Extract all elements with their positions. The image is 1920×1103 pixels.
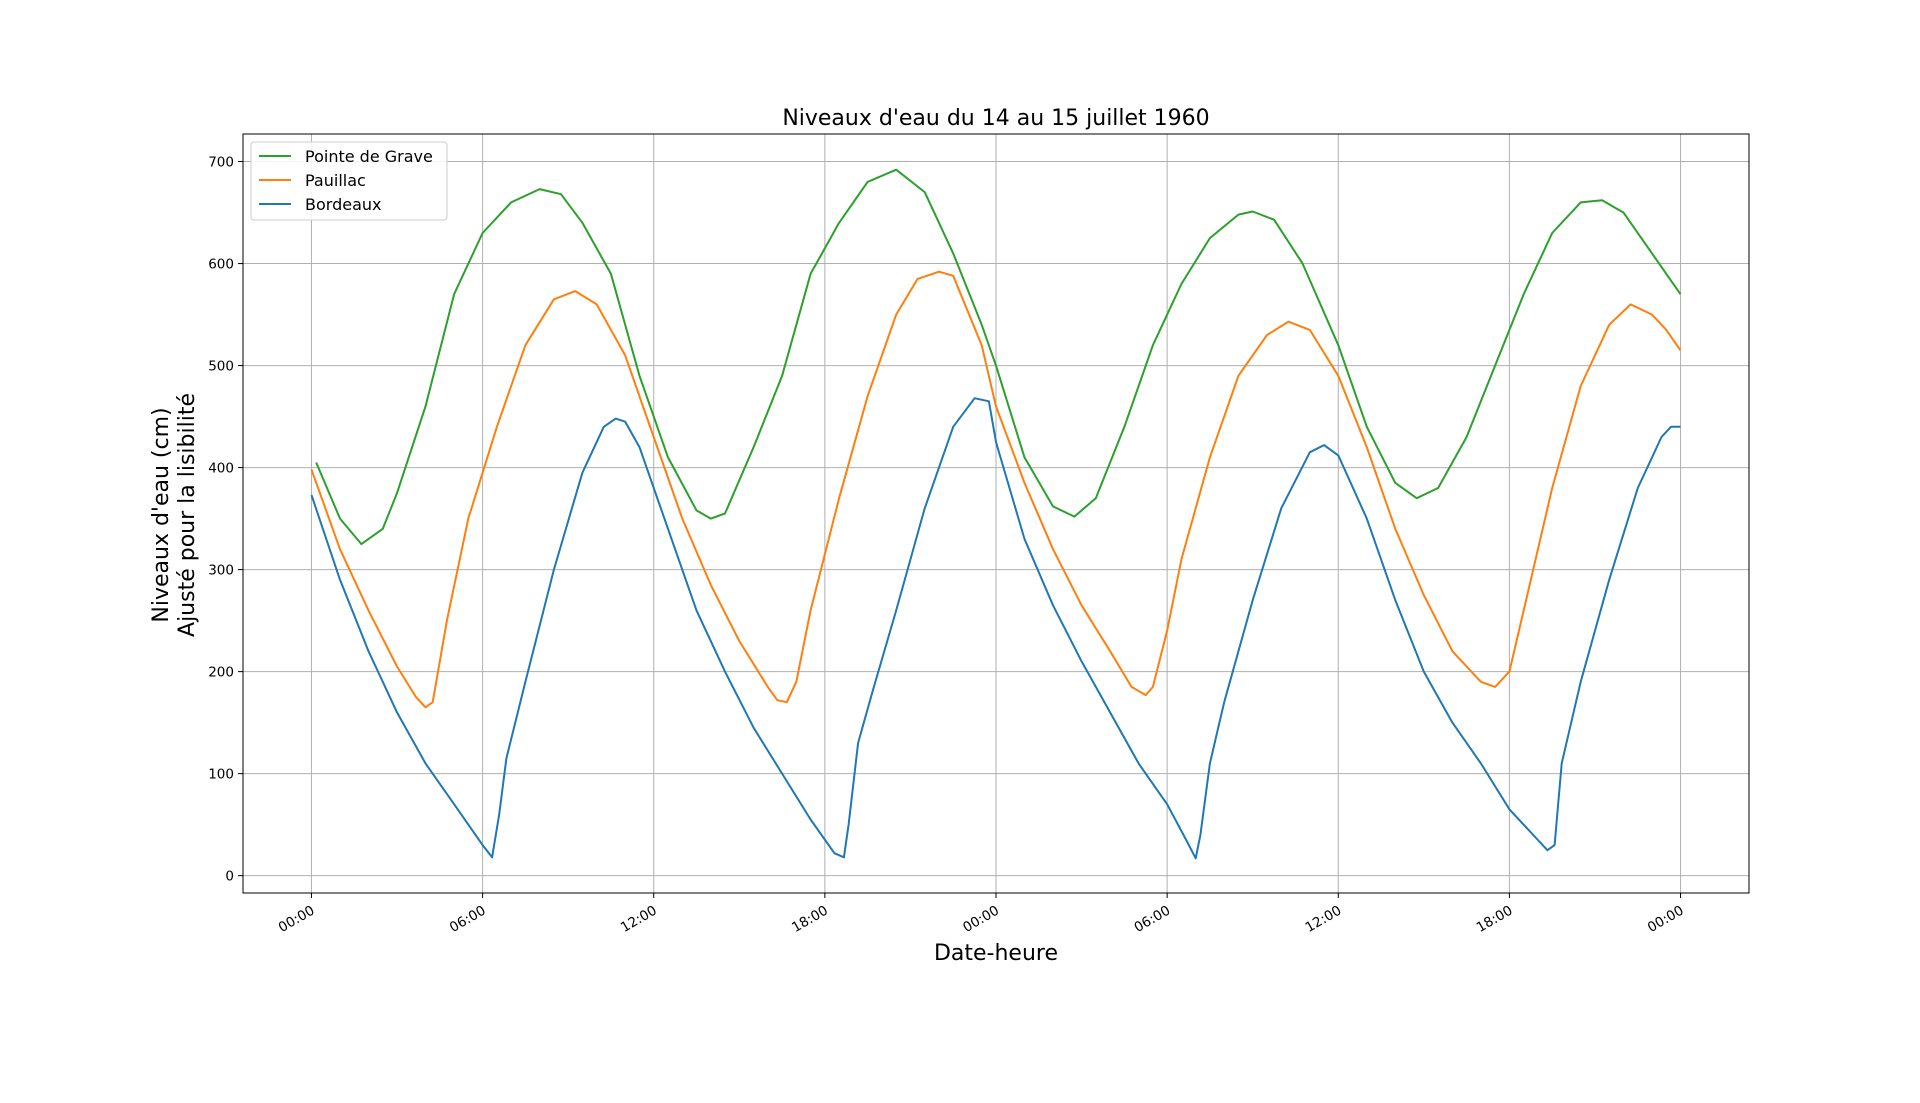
y-axis-label-line-2: Ajusté pour la lisibilité xyxy=(175,393,200,637)
x-axis: 00:00 06:00 12:00 18:00 00:00 06:00 12:00 18:00… xyxy=(276,893,1687,936)
legend-label-bordeaux: Bordeaux xyxy=(305,195,381,214)
x-tick-label: 18:00 xyxy=(1474,903,1516,936)
series-lines xyxy=(310,168,1682,860)
y-tick-label: 400 xyxy=(208,461,234,477)
chart-title: Niveaux d'eau du 14 au 15 juillet 1960 xyxy=(782,106,1209,131)
x-tick-label: 18:00 xyxy=(789,903,831,936)
x-tick-label: 06:00 xyxy=(1131,903,1173,936)
grid xyxy=(243,134,1749,893)
y-tick-label: 600 xyxy=(208,257,234,273)
x-tick-label: 12:00 xyxy=(618,903,660,936)
legend-label-pointe-de-grave: Pointe de Grave xyxy=(305,147,433,166)
x-tick-label: 00:00 xyxy=(276,903,318,936)
y-tick-label: 100 xyxy=(208,767,234,783)
y-tick-label: 200 xyxy=(208,665,234,681)
y-axis: 0 100 200 300 400 500 600 700 xyxy=(208,155,243,885)
x-tick-label: 12:00 xyxy=(1303,903,1345,936)
series-line-pauillac xyxy=(310,270,1682,709)
legend-box xyxy=(250,141,448,221)
x-tick-label: 00:00 xyxy=(960,903,1002,936)
x-tick-label: 00:00 xyxy=(1645,903,1687,936)
legend: Pointe de Grave Pauillac Bordeaux xyxy=(250,141,448,221)
x-axis-label: Date-heure xyxy=(934,941,1058,966)
series-line-bordeaux xyxy=(310,397,1681,860)
y-axis-label-line-1: Niveaux d'eau (cm) xyxy=(149,407,174,622)
y-tick-label: 0 xyxy=(225,869,234,885)
y-tick-label: 700 xyxy=(208,155,234,171)
x-tick-label: 06:00 xyxy=(447,903,489,936)
legend-label-pauillac: Pauillac xyxy=(305,171,366,190)
y-tick-label: 300 xyxy=(208,563,234,579)
y-tick-label: 500 xyxy=(208,359,234,375)
series-line-pointe-de-grave xyxy=(315,168,1682,546)
